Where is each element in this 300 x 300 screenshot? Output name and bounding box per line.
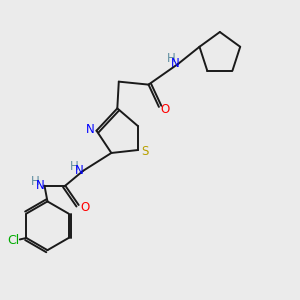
Text: O: O (81, 201, 90, 214)
Text: N: N (171, 57, 180, 70)
Text: O: O (161, 103, 170, 116)
Text: N: N (36, 179, 45, 192)
Text: Cl: Cl (7, 235, 19, 248)
Text: N: N (85, 123, 94, 136)
Text: S: S (141, 145, 148, 158)
Text: H: H (31, 175, 40, 188)
Text: H: H (167, 52, 175, 65)
Text: H: H (70, 160, 79, 173)
Text: N: N (75, 164, 83, 177)
